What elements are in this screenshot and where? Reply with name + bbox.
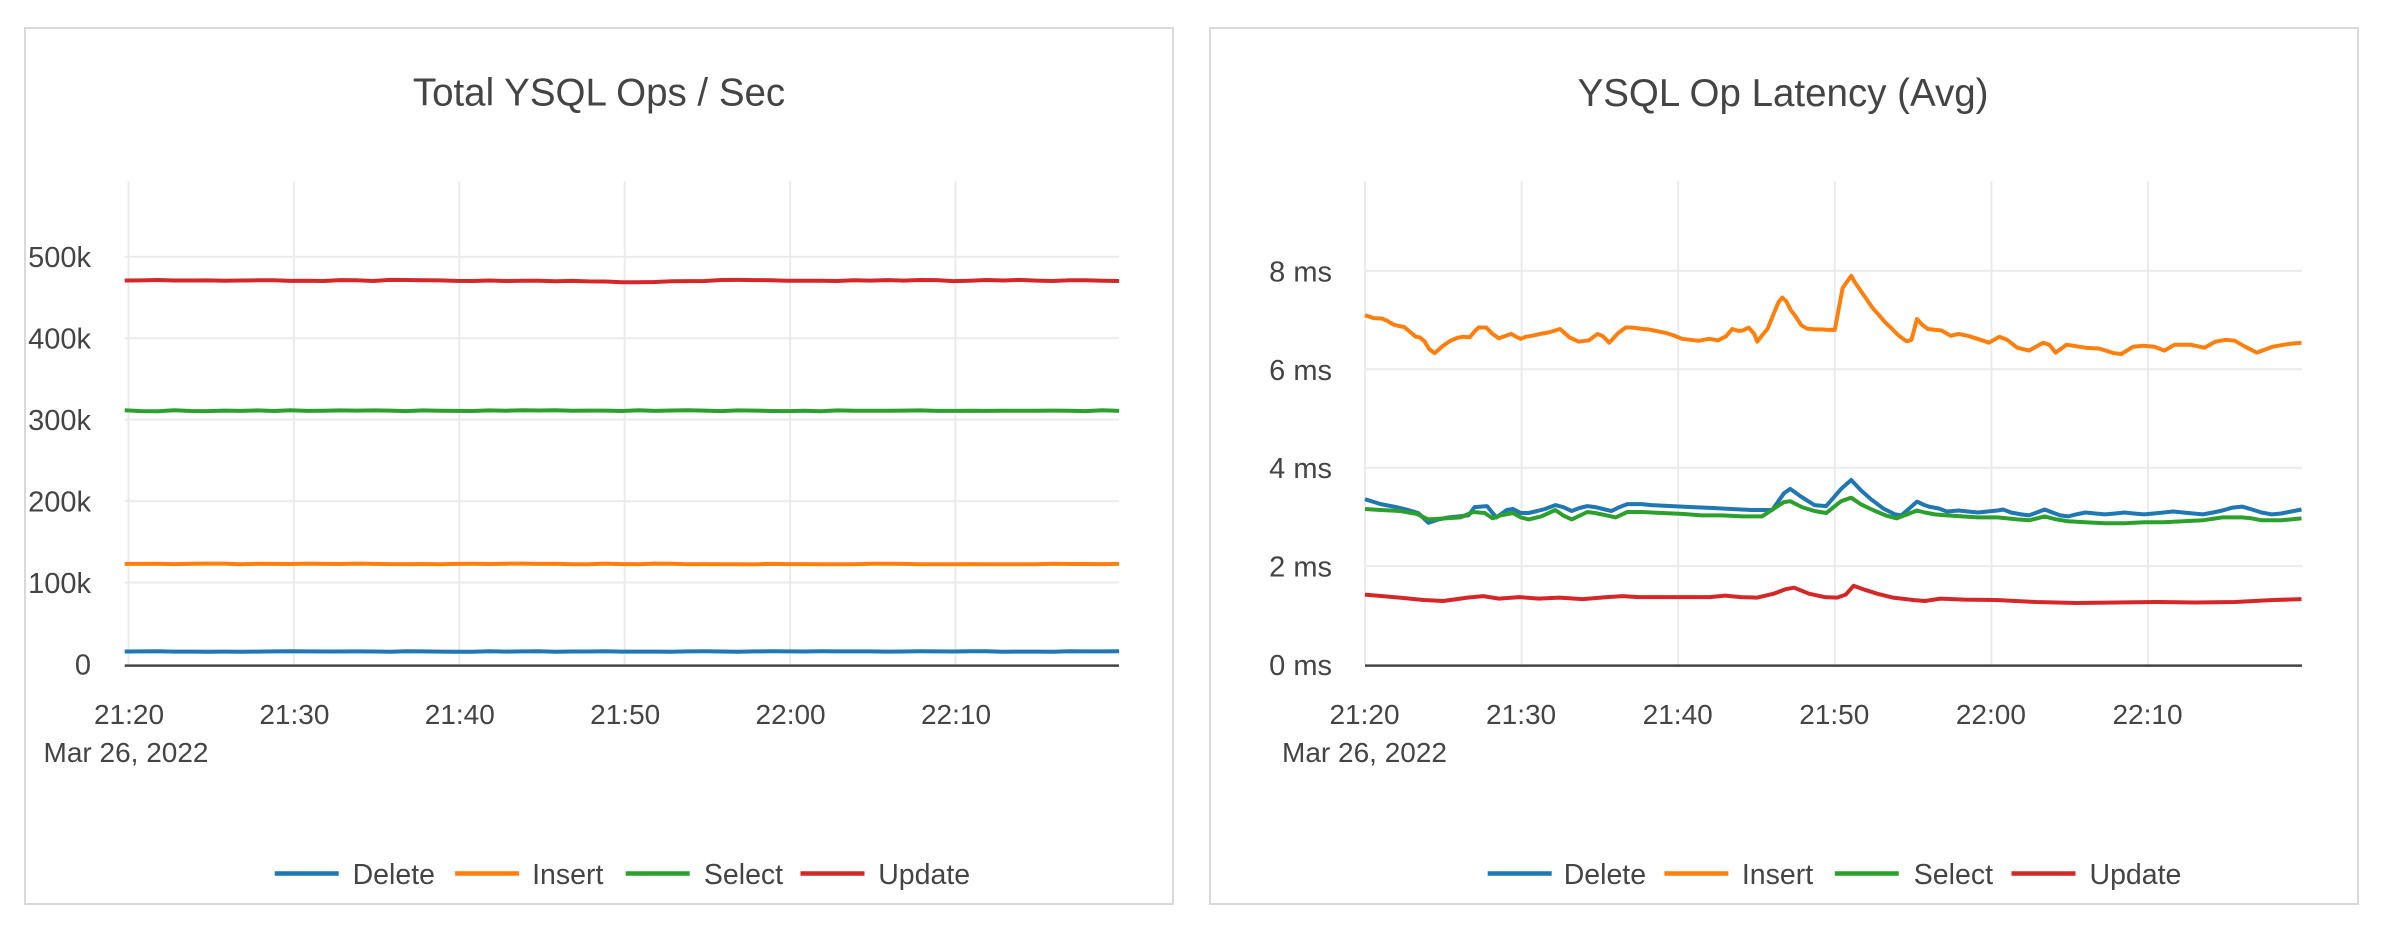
svg-text:Delete: Delete — [1564, 859, 1646, 891]
svg-text:0: 0 — [75, 650, 91, 682]
svg-text:21:30: 21:30 — [1486, 699, 1556, 730]
svg-text:21:20: 21:20 — [1329, 699, 1399, 730]
svg-text:21:50: 21:50 — [1799, 699, 1869, 730]
svg-text:Total YSQL Ops / Sec: Total YSQL Ops / Sec — [413, 72, 785, 115]
svg-text:22:10: 22:10 — [921, 699, 991, 730]
svg-text:Select: Select — [1914, 859, 1993, 891]
svg-text:400k: 400k — [28, 324, 91, 356]
svg-text:500k: 500k — [28, 242, 91, 274]
svg-text:Mar 26, 2022: Mar 26, 2022 — [44, 737, 209, 768]
svg-text:2 ms: 2 ms — [1269, 552, 1332, 584]
svg-text:22:10: 22:10 — [2112, 699, 2182, 730]
svg-text:8 ms: 8 ms — [1269, 256, 1332, 288]
svg-text:200k: 200k — [28, 487, 91, 519]
svg-text:0 ms: 0 ms — [1269, 650, 1332, 682]
svg-text:300k: 300k — [28, 405, 91, 437]
svg-text:Delete: Delete — [353, 859, 435, 891]
svg-text:6 ms: 6 ms — [1269, 355, 1332, 387]
svg-text:YSQL Op Latency (Avg): YSQL Op Latency (Avg) — [1578, 72, 1989, 115]
svg-text:21:40: 21:40 — [425, 699, 495, 730]
svg-text:Update: Update — [878, 859, 970, 891]
svg-text:Insert: Insert — [532, 859, 603, 891]
svg-text:Update: Update — [2090, 859, 2182, 891]
svg-text:4 ms: 4 ms — [1269, 453, 1332, 485]
svg-text:21:30: 21:30 — [259, 699, 329, 730]
svg-text:100k: 100k — [28, 568, 91, 600]
svg-text:21:40: 21:40 — [1643, 699, 1713, 730]
svg-text:Select: Select — [704, 859, 783, 891]
svg-text:Mar 26, 2022: Mar 26, 2022 — [1282, 737, 1447, 768]
svg-text:21:20: 21:20 — [94, 699, 164, 730]
svg-text:22:00: 22:00 — [756, 699, 826, 730]
svg-text:22:00: 22:00 — [1956, 699, 2026, 730]
svg-text:Insert: Insert — [1742, 859, 1813, 891]
svg-text:21:50: 21:50 — [590, 699, 660, 730]
